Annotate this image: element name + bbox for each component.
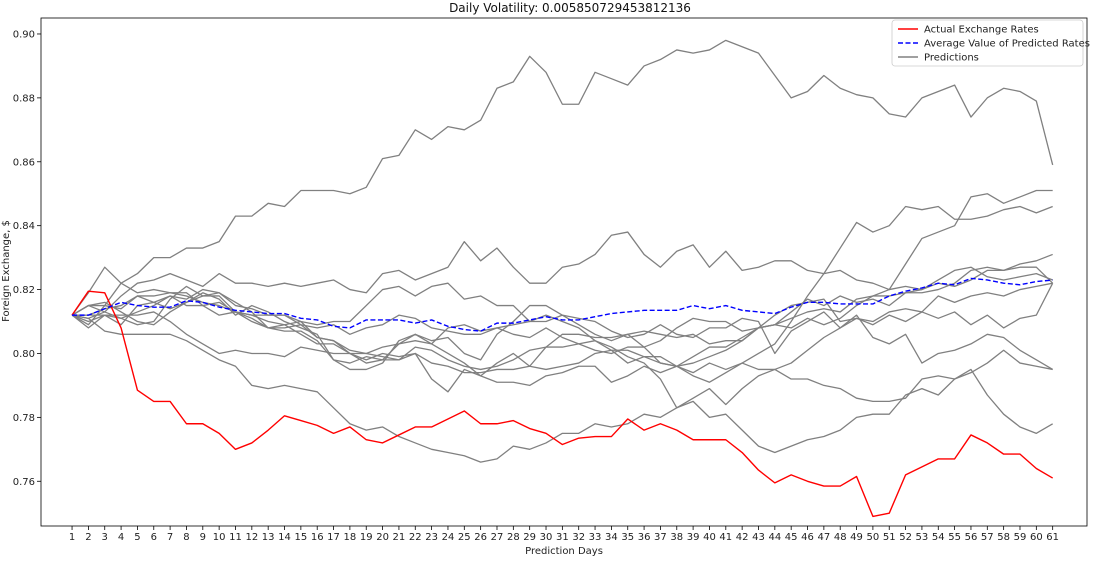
x-tick-label: 47 [817,532,830,543]
legend: Actual Exchange Rates Average Value of P… [891,19,1090,67]
x-tick-label: 1 [69,532,75,543]
x-tick-label: 8 [183,532,189,543]
prediction-line-5 [71,314,1054,463]
x-tick-label: 17 [327,532,340,543]
x-tick-label: 51 [883,532,896,543]
y-tick-label: 0.80 [13,349,35,360]
y-tick-label: 0.84 [13,221,35,232]
x-tick-label: 57 [981,532,994,543]
plot-area [71,39,1054,518]
x-tick-label: 44 [768,532,781,543]
prediction-line-2 [71,39,1054,326]
x-tick-label: 13 [262,532,275,543]
y-tick-label: 0.88 [13,93,35,104]
x-tick-label: 61 [1046,532,1059,543]
x-tick-label: 36 [638,532,651,543]
x-tick-label: 25 [458,532,471,543]
x-tick-label: 31 [556,532,569,543]
x-tick-label: 18 [344,532,357,543]
x-tick-label: 54 [932,532,945,543]
legend-label-actual: Actual Exchange Rates [924,25,1039,36]
x-tick-label: 34 [605,532,618,543]
x-tick-label: 20 [376,532,389,543]
x-tick-label: 10 [213,532,226,543]
prediction-line-7 [71,253,1053,371]
legend-label-predictions: Predictions [924,53,979,64]
x-tick-label: 42 [736,532,749,543]
y-axis: 0.76 0.78 0.80 0.82 0.84 0.86 0.88 0.90 [13,29,41,488]
prediction-line-11 [72,266,1053,371]
prediction-line-10 [72,205,1053,383]
x-tick-label: 7 [167,532,173,543]
x-axis: 1 2 3 4 5 6 7 8 9 10 11 12 13 14 15 16 17 18 19 20 21 22 23 24 2… [69,526,1059,543]
y-axis-label: Foreign Exchange, $ [1,220,12,322]
x-tick-label: 22 [409,532,422,543]
x-tick-label: 9 [200,532,206,543]
x-tick-label: 39 [687,532,700,543]
x-tick-label: 58 [997,532,1010,543]
x-tick-label: 23 [425,532,438,543]
legend-box [891,19,1084,67]
x-tick-label: 16 [311,532,324,543]
x-tick-label: 19 [360,532,373,543]
x-tick-label: 40 [703,532,716,543]
x-tick-label: 33 [589,532,602,543]
actual-rate-line [71,290,1054,518]
x-tick-label: 6 [151,532,157,543]
x-tick-label: 30 [540,532,553,543]
prediction-line-9 [71,282,1053,409]
y-tick-label: 0.78 [13,413,35,424]
x-tick-label: 37 [654,532,667,543]
x-tick-label: 24 [442,532,455,543]
x-tick-label: 5 [134,532,140,543]
x-tick-label: 50 [867,532,880,543]
legend-label-average: Average Value of Predicted Rates [924,39,1090,50]
x-tick-label: 46 [801,532,814,543]
y-tick-label: 0.76 [13,477,35,488]
x-tick-label: 59 [1014,532,1027,543]
x-tick-label: 11 [229,532,242,543]
chart-title: Daily Volatility: 0.005850729453812136 [449,1,691,15]
x-tick-label: 60 [1030,532,1043,543]
x-tick-label: 41 [719,532,732,543]
x-tick-label: 12 [245,532,258,543]
x-tick-label: 27 [491,532,504,543]
x-tick-label: 49 [850,532,863,543]
x-tick-label: 52 [899,532,912,543]
y-tick-label: 0.82 [13,285,35,296]
x-tick-label: 48 [834,532,847,543]
x-tick-label: 53 [916,532,929,543]
y-tick-label: 0.86 [13,157,35,168]
x-tick-label: 56 [965,532,978,543]
x-tick-label: 26 [474,532,487,543]
x-tick-label: 35 [621,532,634,543]
x-axis-label: Prediction Days [525,546,603,557]
x-tick-label: 4 [118,532,124,543]
average-prediction-line [72,277,1053,332]
x-tick-label: 32 [572,532,585,543]
x-tick-label: 15 [294,532,307,543]
x-tick-label: 21 [393,532,406,543]
prediction-line-8 [71,292,1054,371]
plot-frame [40,17,1088,527]
x-tick-label: 45 [785,532,798,543]
x-tick-label: 55 [948,532,961,543]
x-tick-label: 28 [507,532,520,543]
y-tick-label: 0.90 [13,29,35,40]
x-tick-label: 3 [102,532,108,543]
x-tick-label: 29 [523,532,536,543]
x-tick-label: 14 [278,532,291,543]
x-tick-label: 43 [752,532,765,543]
x-tick-label: 2 [85,532,91,543]
x-tick-label: 38 [670,532,683,543]
